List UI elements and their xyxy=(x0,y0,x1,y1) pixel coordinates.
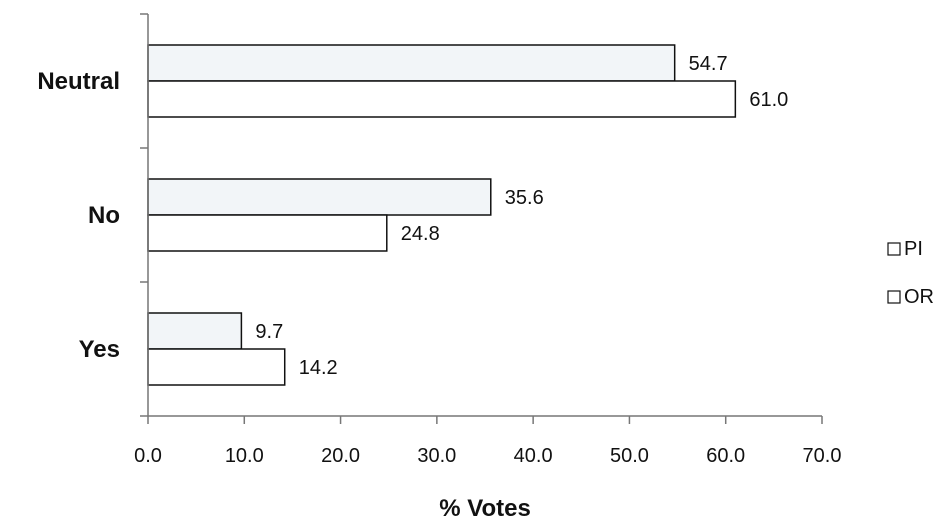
x-tick-labels: 0.0 10.0 20.0 30.0 40.0 50.0 60.0 70.0 xyxy=(134,445,841,467)
x-tick-label: 20.0 xyxy=(321,445,360,467)
x-tick-label: 70.0 xyxy=(803,445,842,467)
x-tick-label: 10.0 xyxy=(225,445,264,467)
bar-pi-neutral xyxy=(147,44,676,82)
data-label-or-no: 24.8 xyxy=(401,223,440,245)
data-label-pi-yes: 9.7 xyxy=(255,321,283,343)
x-tick-label: 30.0 xyxy=(417,445,456,467)
category-label-yes: Yes xyxy=(79,336,120,363)
bar-or-no xyxy=(147,214,388,252)
legend-swatch-or xyxy=(887,290,901,304)
bar-or-yes xyxy=(147,348,286,386)
x-axis-ticks xyxy=(147,416,823,424)
legend-label-or: OR xyxy=(904,286,934,308)
x-tick-label: 40.0 xyxy=(514,445,553,467)
data-label-pi-no: 35.6 xyxy=(505,187,544,209)
data-labels-group: 9.7 14.2 35.6 24.8 54.7 61.0 xyxy=(255,53,788,379)
legend: PI OR xyxy=(887,238,934,308)
x-tick-label: 60.0 xyxy=(706,445,745,467)
data-label-pi-neutral: 54.7 xyxy=(689,53,728,75)
category-label-neutral: Neutral xyxy=(37,68,120,95)
x-axis-title: % Votes xyxy=(439,495,531,522)
category-labels: Yes No Neutral xyxy=(37,68,120,363)
x-tick-label: 0.0 xyxy=(134,445,162,467)
bars-group xyxy=(147,44,737,386)
category-label-no: No xyxy=(88,202,120,229)
legend-swatch-pi xyxy=(887,242,901,256)
x-tick-label: 50.0 xyxy=(610,445,649,467)
y-axis-ticks xyxy=(140,13,148,417)
legend-label-pi: PI xyxy=(904,238,923,260)
bar-or-neutral xyxy=(147,80,737,118)
bar-pi-yes xyxy=(147,312,243,350)
data-label-or-neutral: 61.0 xyxy=(749,89,788,111)
data-label-or-yes: 14.2 xyxy=(299,357,338,379)
bar-pi-no xyxy=(147,178,492,216)
